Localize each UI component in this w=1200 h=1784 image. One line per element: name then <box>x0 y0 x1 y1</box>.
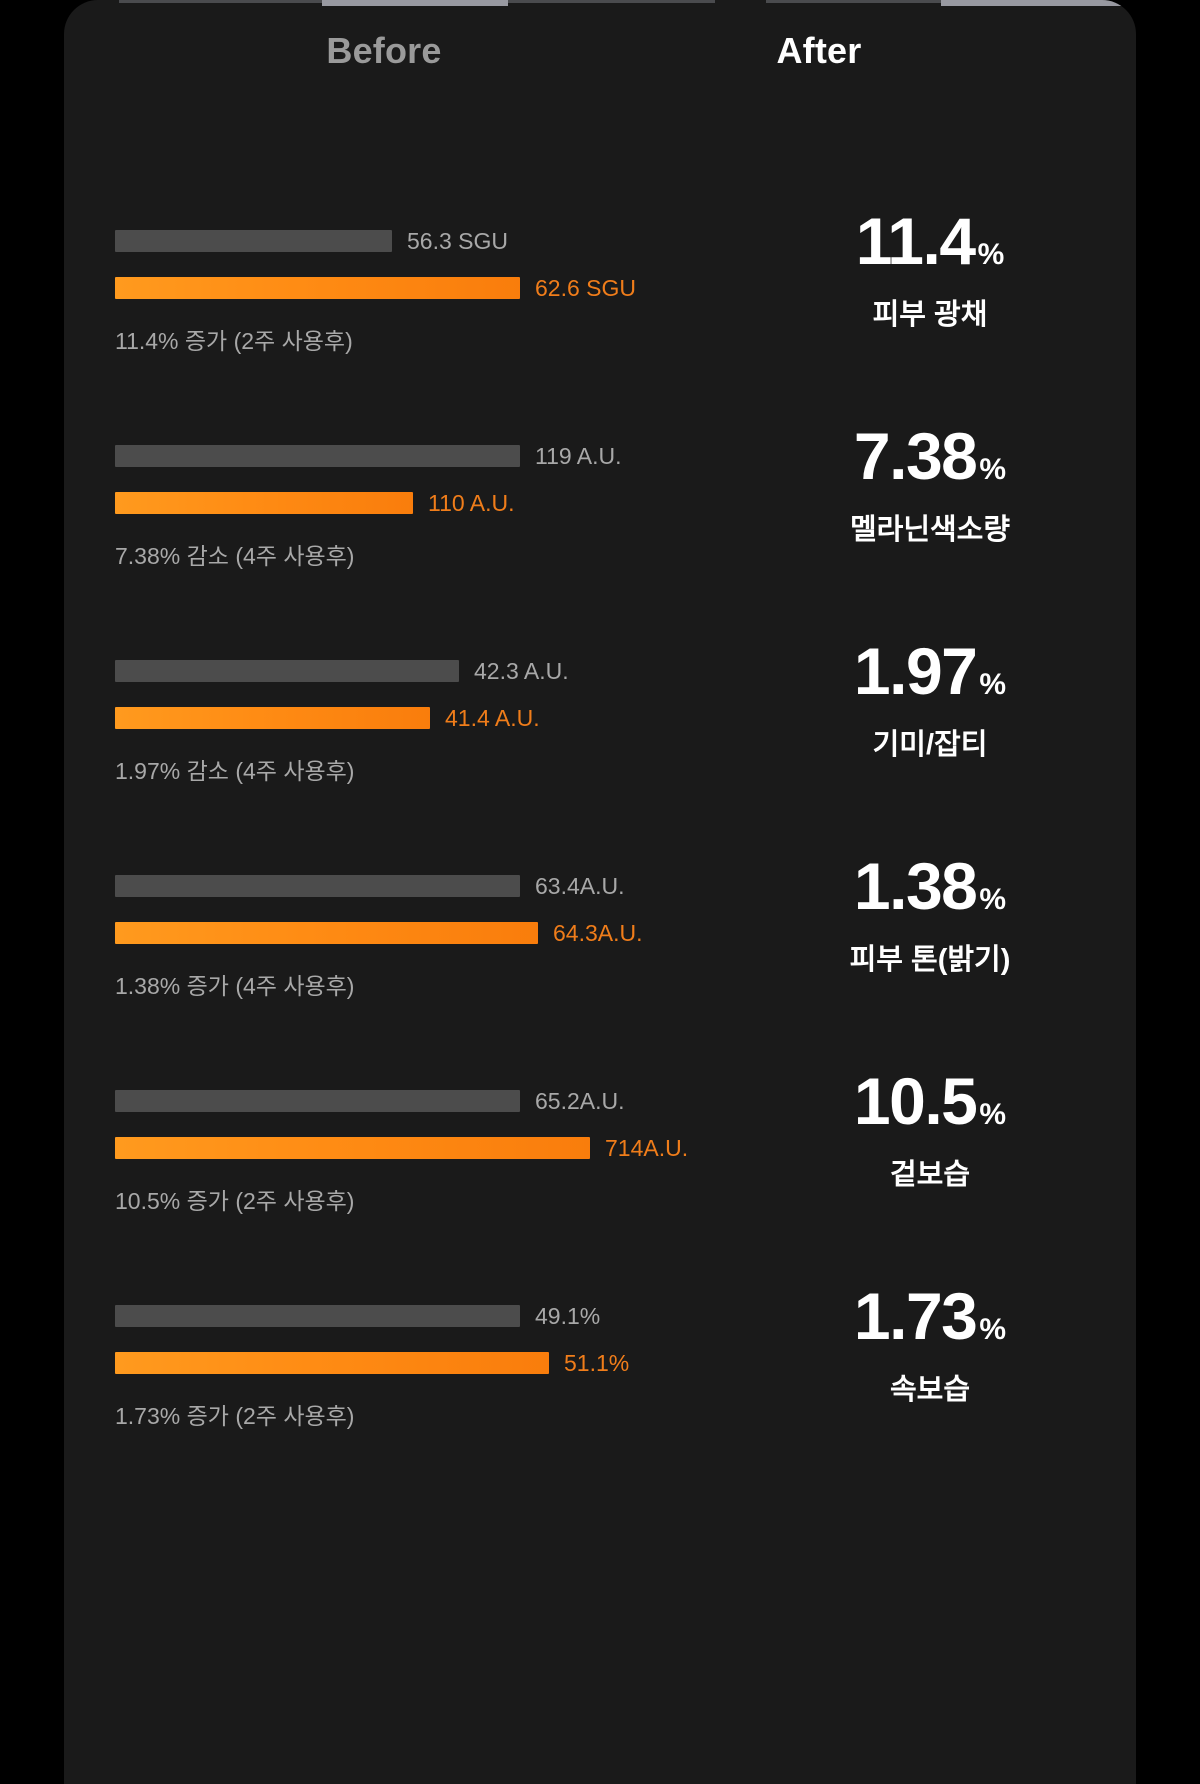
percent-value: 1.97 <box>853 634 978 708</box>
after-bar <box>115 277 520 299</box>
top-strip-4 <box>766 0 941 3</box>
after-bar <box>115 492 413 514</box>
metric-name: 겉보습 <box>889 1159 971 1191</box>
before-bar <box>115 875 520 897</box>
after-bar-value: 51.1% <box>564 1350 630 1376</box>
result-summary: 1.38% 피부 톤(밝기) <box>724 840 1136 1055</box>
before-bar-value: 119 A.U. <box>535 443 622 469</box>
before-bar-value: 65.2A.U. <box>535 1088 625 1114</box>
after-bar-value: 110 A.U. <box>428 490 515 516</box>
after-bar-value: 64.3A.U. <box>553 920 643 946</box>
metric-name: 피부 톤(밝기) <box>849 944 1011 976</box>
metric-row: 49.1% 51.1% 1.73% 증가 (2주 사용후) 1.73% 속보습 <box>64 1270 1136 1485</box>
percent-display: 1.97% <box>724 633 1136 709</box>
result-summary: 11.4% 피부 광채 <box>724 195 1136 410</box>
result-summary: 10.5% 겉보습 <box>724 1055 1136 1270</box>
before-bar-value: 63.4A.U. <box>535 873 625 899</box>
after-bar-value: 62.6 SGU <box>535 275 636 301</box>
before-after-bars: 119 A.U. 110 A.U. 7.38% 감소 (4주 사용후) <box>115 410 755 625</box>
metric-row: 56.3 SGU 62.6 SGU 11.4% 증가 (2주 사용후) 11.4… <box>64 195 1136 410</box>
before-bar <box>115 1305 520 1327</box>
after-bar-value: 714A.U. <box>605 1135 689 1161</box>
percent-value: 11.4 <box>855 204 976 278</box>
heading-before: Before <box>326 30 442 71</box>
metric-name: 기미/잡티 <box>872 729 988 761</box>
top-strip-2 <box>322 0 508 6</box>
metric-row: 63.4A.U. 64.3A.U. 1.38% 증가 (4주 사용후) 1.38… <box>64 840 1136 1055</box>
percent-symbol: % <box>979 1098 1007 1131</box>
change-caption: 10.5% 증가 (2주 사용후) <box>115 1188 355 1214</box>
percent-symbol: % <box>979 453 1007 486</box>
before-bar-value: 42.3 A.U. <box>474 658 569 684</box>
after-bar <box>115 1352 549 1374</box>
change-caption: 7.38% 감소 (4주 사용후) <box>115 543 355 569</box>
metric-rows: 56.3 SGU 62.6 SGU 11.4% 증가 (2주 사용후) 11.4… <box>64 0 1136 1784</box>
change-caption: 1.73% 증가 (2주 사용후) <box>115 1403 355 1429</box>
heading-after: After <box>776 30 862 71</box>
result-summary: 1.73% 속보습 <box>724 1270 1136 1485</box>
percent-value: 7.38 <box>853 419 978 493</box>
after-bar <box>115 1137 590 1159</box>
results-panel: Before After 56.3 SGU 62.6 SGU 11.4% 증가 … <box>64 0 1136 1784</box>
after-bar-value: 41.4 A.U. <box>445 705 540 731</box>
change-caption: 1.38% 증가 (4주 사용후) <box>115 973 355 999</box>
percent-value: 10.5 <box>853 1064 978 1138</box>
change-caption: 11.4% 증가 (2주 사용후) <box>115 328 353 354</box>
result-summary: 1.97% 기미/잡티 <box>724 625 1136 840</box>
metric-row: 119 A.U. 110 A.U. 7.38% 감소 (4주 사용후) 7.38… <box>64 410 1136 625</box>
percent-symbol: % <box>979 883 1007 916</box>
percent-display: 11.4% <box>724 203 1136 279</box>
percent-display: 1.38% <box>724 848 1136 924</box>
before-bar <box>115 660 459 682</box>
top-strip-5 <box>941 0 1124 6</box>
top-strip-1 <box>119 0 322 3</box>
metric-name: 피부 광채 <box>872 299 988 331</box>
before-bar-value: 49.1% <box>535 1303 601 1329</box>
percent-symbol: % <box>979 1313 1007 1346</box>
top-strip-3 <box>508 0 715 3</box>
percent-symbol: % <box>979 668 1007 701</box>
before-bar <box>115 230 392 252</box>
percent-display: 7.38% <box>724 418 1136 494</box>
change-caption: 1.97% 감소 (4주 사용후) <box>115 758 355 784</box>
after-bar <box>115 707 430 729</box>
top-cropped-strips <box>64 0 1136 7</box>
percent-display: 1.73% <box>724 1278 1136 1354</box>
metric-row: 42.3 A.U. 41.4 A.U. 1.97% 감소 (4주 사용후) 1.… <box>64 625 1136 840</box>
metric-name: 속보습 <box>889 1374 971 1406</box>
before-after-bars: 42.3 A.U. 41.4 A.U. 1.97% 감소 (4주 사용후) <box>115 625 755 840</box>
before-bar <box>115 445 520 467</box>
before-bar <box>115 1090 520 1112</box>
column-headings: Before After <box>64 30 1136 100</box>
before-bar-value: 56.3 SGU <box>407 228 508 254</box>
percent-value: 1.38 <box>853 849 978 923</box>
metric-row: 65.2A.U. 714A.U. 10.5% 증가 (2주 사용후) 10.5%… <box>64 1055 1136 1270</box>
before-after-bars: 56.3 SGU 62.6 SGU 11.4% 증가 (2주 사용후) <box>115 195 755 410</box>
before-after-bars: 63.4A.U. 64.3A.U. 1.38% 증가 (4주 사용후) <box>115 840 755 1055</box>
result-summary: 7.38% 멜라닌색소량 <box>724 410 1136 625</box>
percent-symbol: % <box>977 238 1005 271</box>
metric-name: 멜라닌색소량 <box>849 514 1011 546</box>
after-bar <box>115 922 538 944</box>
percent-display: 10.5% <box>724 1063 1136 1139</box>
before-after-bars: 65.2A.U. 714A.U. 10.5% 증가 (2주 사용후) <box>115 1055 755 1270</box>
before-after-bars: 49.1% 51.1% 1.73% 증가 (2주 사용후) <box>115 1270 755 1485</box>
percent-value: 1.73 <box>853 1279 978 1353</box>
